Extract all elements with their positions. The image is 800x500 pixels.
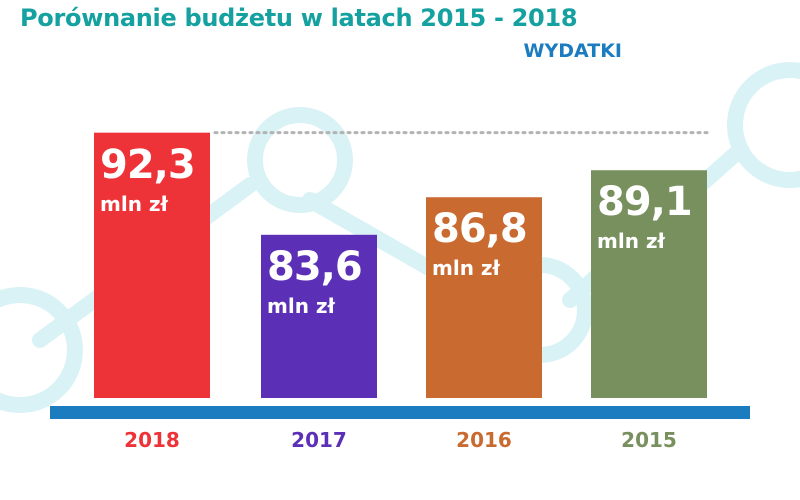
bar-2016 xyxy=(426,197,542,398)
bar-data-label: 86,8 mln zł xyxy=(432,206,528,281)
bar-data-label: 89,1 mln zł xyxy=(597,179,693,254)
page-title: Porównanie budżetu w latach 2015 - 2018 xyxy=(20,4,578,32)
bar-data-label: 83,6 mln zł xyxy=(267,243,363,319)
bar-unit-label: mln zł xyxy=(267,293,335,318)
x-tick-label: 2017 xyxy=(291,428,347,452)
bar-value-label: 89,1 xyxy=(597,179,693,226)
x-tick-label: 2016 xyxy=(456,428,512,452)
bar-value-label: 92,3 xyxy=(100,141,196,188)
bar-2018 xyxy=(94,132,210,398)
x-axis-bar xyxy=(50,406,750,419)
deco-ring xyxy=(727,62,800,188)
deco-ring xyxy=(247,107,353,213)
bar-data-label: 92,3 mln zł xyxy=(100,141,196,217)
bar-2015 xyxy=(591,170,707,398)
bar-unit-label: mln zł xyxy=(432,256,500,281)
bar-unit-label: mln zł xyxy=(597,229,665,254)
bar-value-label: 86,8 xyxy=(432,206,528,253)
x-tick-label: 2015 xyxy=(621,428,677,452)
bar-unit-label: mln zł xyxy=(100,191,168,216)
page-subtitle: WYDATKI xyxy=(523,40,622,62)
bar-2017 xyxy=(261,234,377,398)
deco-ring xyxy=(0,287,83,413)
bar-value-label: 83,6 xyxy=(267,243,363,290)
x-tick-label: 2018 xyxy=(124,428,180,452)
